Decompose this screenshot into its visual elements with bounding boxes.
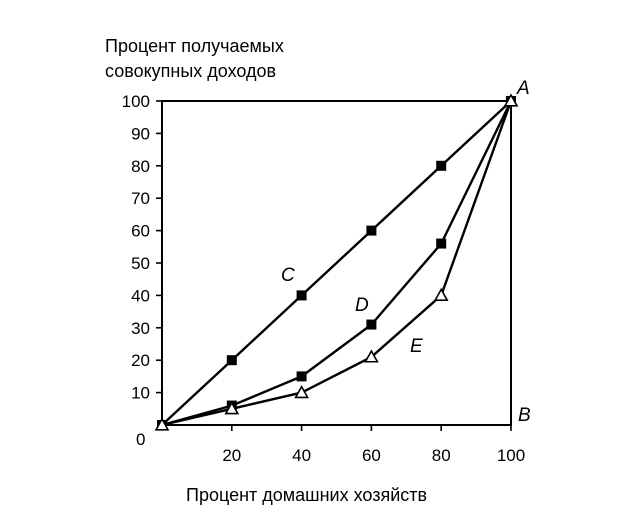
- y-tick-label: 30: [131, 319, 150, 338]
- series-point-c: [296, 290, 307, 301]
- corner-label-a: A: [516, 78, 530, 99]
- x-tick-label: 40: [292, 446, 311, 465]
- series-point-e: [294, 384, 309, 399]
- series-point-e: [224, 401, 240, 415]
- series-point-c: [366, 225, 377, 236]
- y-tick-label: 90: [131, 124, 150, 143]
- series-markers: [154, 93, 519, 431]
- series-label-d: D: [355, 295, 369, 316]
- series-line-c: [161, 100, 512, 426]
- y-tick-label: 80: [131, 157, 150, 176]
- y-tick-label: 100: [122, 92, 150, 111]
- x-axis-title: Процент домашних хозяйств: [186, 485, 427, 505]
- series-point-e: [364, 349, 379, 363]
- origin-label: 0: [136, 430, 145, 449]
- y-axis-title-line-1: Процент получаемых: [105, 36, 284, 56]
- x-tick-label: 80: [432, 446, 451, 465]
- corner-label-b: B: [518, 405, 531, 426]
- series-label-c: C: [281, 265, 295, 286]
- series-point-e: [433, 287, 449, 302]
- series-label-e: E: [410, 336, 423, 357]
- series-point-e: [154, 417, 170, 431]
- series-line-e: [161, 100, 513, 427]
- series-point-d: [296, 371, 307, 382]
- y-tick-label: 60: [131, 222, 150, 241]
- y-tick-label: 20: [131, 351, 150, 370]
- series-point-c: [436, 160, 447, 171]
- series-line-d: [161, 100, 513, 427]
- y-axis-title-line-2: совокупных доходов: [105, 61, 276, 81]
- y-tick-label: 10: [131, 384, 150, 403]
- y-tick-label: 40: [131, 286, 150, 305]
- x-tick-label: 100: [497, 446, 525, 465]
- series-point-c: [226, 355, 237, 366]
- series-point-d: [366, 319, 377, 330]
- y-tick-label: 50: [131, 254, 150, 273]
- x-tick-label: 20: [222, 446, 241, 465]
- series-point-d: [436, 238, 447, 249]
- series-point-e: [503, 93, 519, 107]
- y-tick-label: 70: [131, 189, 150, 208]
- x-tick-label: 60: [362, 446, 381, 465]
- series-lines: [161, 100, 513, 427]
- x-axis-ticks: 20 40 60 80 100: [222, 425, 525, 465]
- y-axis-ticks: 10 20 30 40 50 60 70 80 90 100: [122, 92, 162, 403]
